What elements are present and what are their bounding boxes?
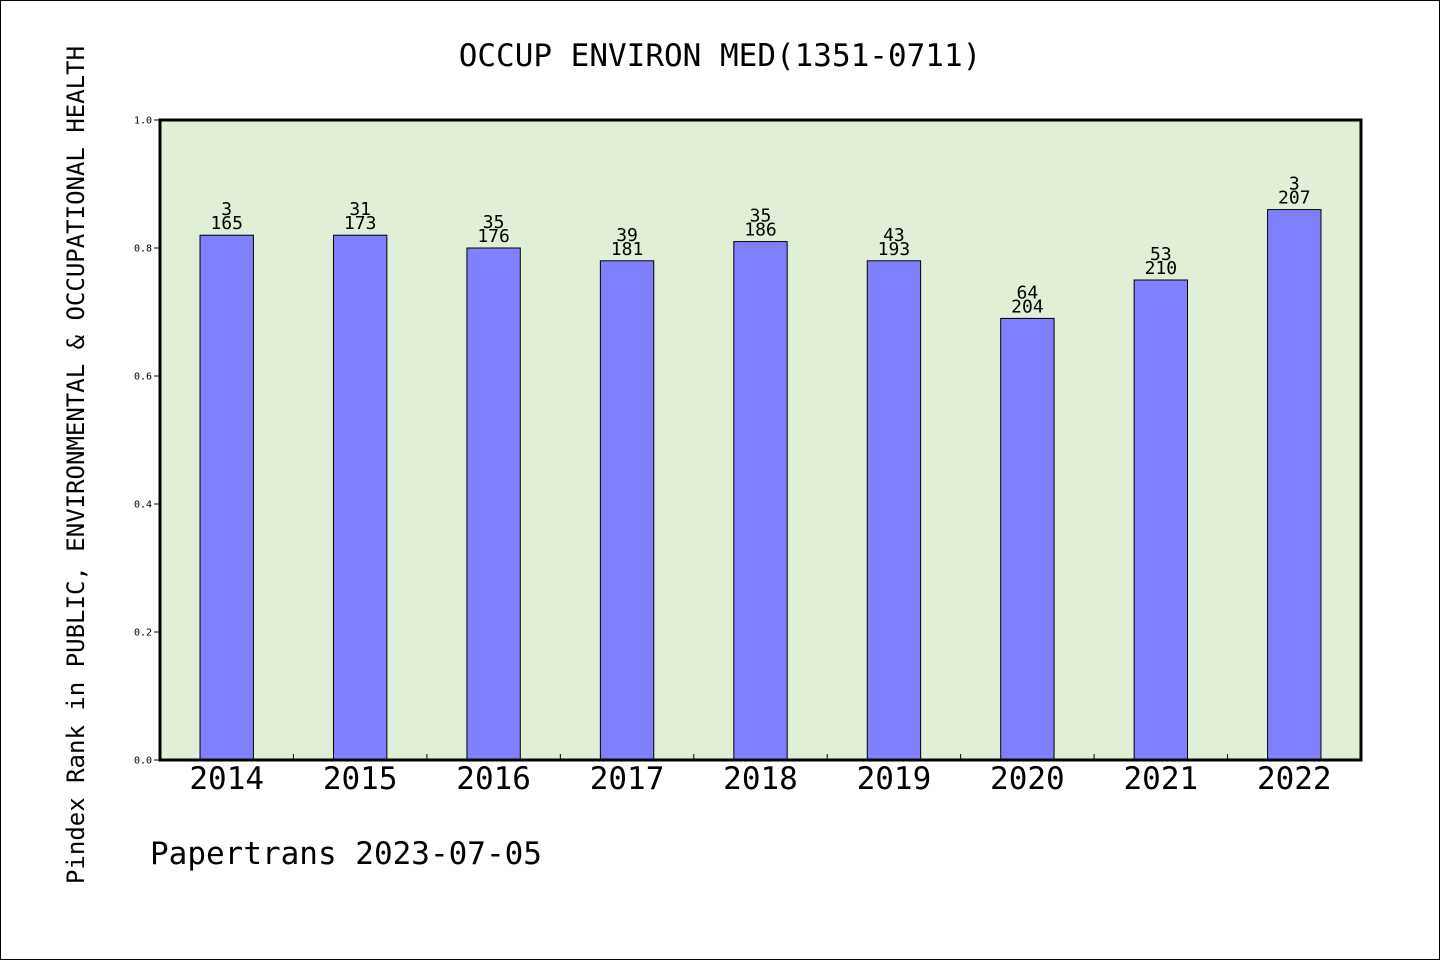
total-label: 207 <box>1278 188 1311 209</box>
bars <box>199 209 1322 761</box>
total-label: 204 <box>1011 296 1044 317</box>
y-axis-label: Pindex Rank in PUBLIC, ENVIRONMENTAL & O… <box>62 46 90 884</box>
rank-label: 3 <box>1289 174 1300 195</box>
y-tick-label: 0.2 <box>134 628 152 639</box>
x-tick-label: 2015 <box>323 761 398 797</box>
total-label: 210 <box>1145 258 1178 279</box>
total-label: 176 <box>477 226 510 247</box>
rank-label: 31 <box>349 199 371 220</box>
bar-2020 <box>1000 317 1055 761</box>
x-axis: 2014 2015 2016 2017 2018 2019 2020 2021 2022 <box>189 754 1332 797</box>
rank-label: 39 <box>616 225 638 246</box>
x-tick-label: 2017 <box>590 761 665 797</box>
x-tick-label: 2021 <box>1124 761 1199 797</box>
bar-2018 <box>733 241 788 761</box>
bar-2021 <box>1133 279 1189 761</box>
x-tick-label: 2019 <box>857 761 932 797</box>
y-axis: 0.0 0.2 0.4 0.6 0.8 1.0 <box>134 116 160 767</box>
x-tick-label: 2016 <box>456 761 531 797</box>
total-label: 173 <box>344 213 377 234</box>
y-tick-label: 0.6 <box>134 372 152 383</box>
total-label: 186 <box>744 220 777 241</box>
rank-label: 35 <box>483 212 505 233</box>
y-tick-label: 1.0 <box>134 116 152 127</box>
x-tick-label: 2022 <box>1257 761 1332 797</box>
footer-credit: Papertrans 2023-07-05 <box>150 836 542 872</box>
bar-2016 <box>466 247 521 761</box>
x-tick-label: 2014 <box>189 761 264 797</box>
bar-2019 <box>866 260 922 761</box>
total-label: 193 <box>878 239 911 260</box>
chart-title: OCCUP ENVIRON MED(1351-0711) <box>459 38 982 74</box>
rank-label: 3 <box>221 199 232 220</box>
y-tick-label: 0.8 <box>134 244 152 255</box>
rank-label: 64 <box>1017 282 1039 303</box>
plot-border <box>158 118 1363 762</box>
x-tick-label: 2020 <box>990 761 1065 797</box>
total-label: 165 <box>210 213 243 234</box>
bar-2015 <box>332 234 388 761</box>
total-label: 181 <box>611 239 644 260</box>
bar-2022 <box>1267 209 1322 761</box>
y-tick-label: 0.4 <box>134 500 152 511</box>
x-tick-label: 2018 <box>723 761 798 797</box>
rank-label: 43 <box>883 225 905 246</box>
bar-2014 <box>199 234 254 761</box>
bar-2017 <box>599 260 655 761</box>
rank-label: 35 <box>750 206 772 227</box>
y-tick-label: 0.0 <box>134 756 152 767</box>
rank-label: 53 <box>1150 244 1172 265</box>
